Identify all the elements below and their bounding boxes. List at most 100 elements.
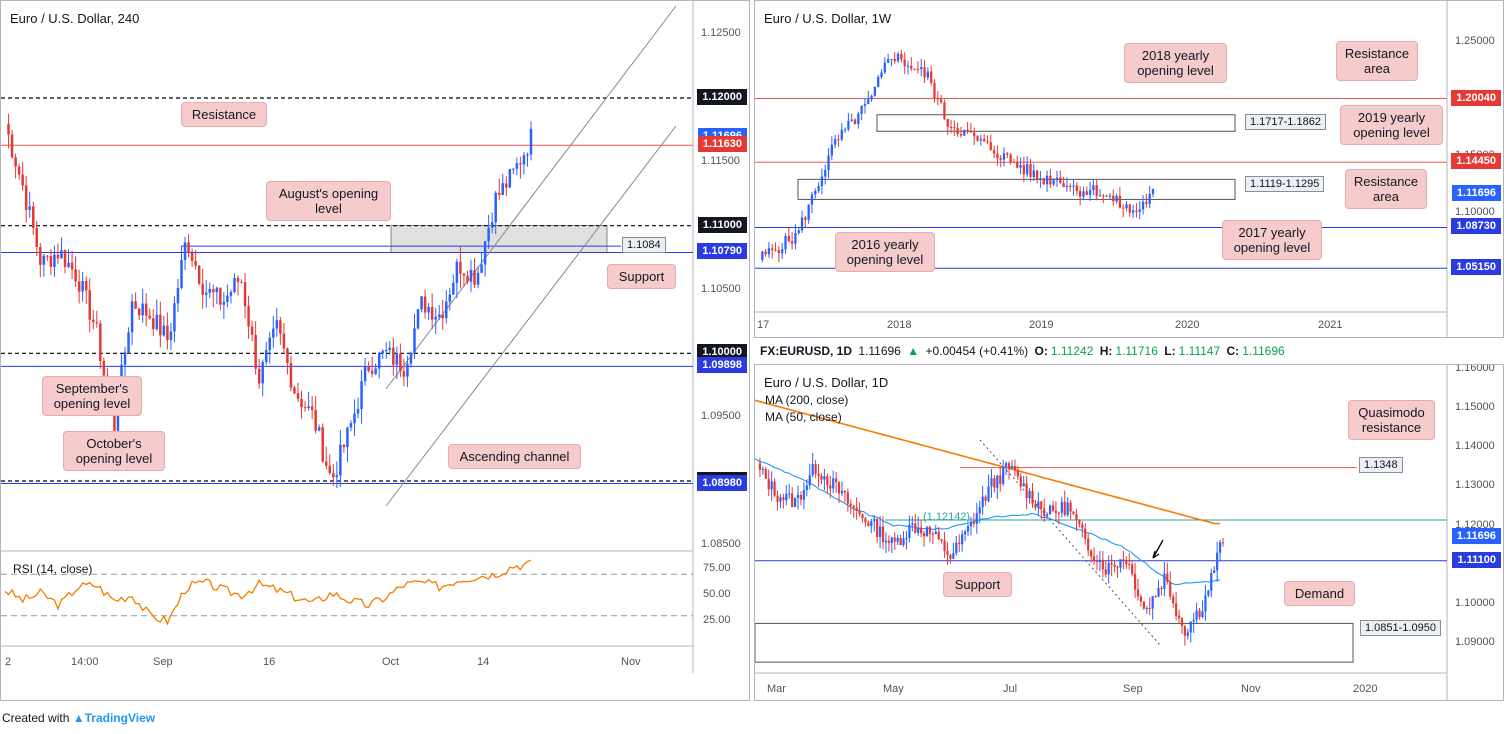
weekly-x-tick: 2020 [1175,319,1200,331]
daily-chart-canvas[interactable] [755,365,1504,701]
daily-candle [1098,559,1102,562]
weekly-candle [873,86,877,96]
weekly-candle [946,118,949,127]
h4-candle [526,154,529,156]
weekly-candle [1006,153,1009,155]
h4-y-tick: 1.10500 [701,282,741,295]
note-support: Support [607,264,676,289]
ohlc-change: +0.00454 (+0.41%) [925,344,1029,358]
tradingview-logo-icon[interactable]: ▲ [72,711,85,725]
h4-candle [127,332,130,353]
h4-candle [155,314,159,330]
h4-candle [423,296,427,313]
daily-candle [1128,564,1131,566]
weekly-candle [824,170,827,177]
weekly-candle [1098,195,1102,197]
weekly-candle [860,105,863,114]
rsi-y-tick: 75.00 [703,562,731,574]
h4-candle [483,241,487,265]
h4-candle [264,350,268,363]
weekly-candle [1151,189,1155,194]
daily-candle [1084,528,1087,539]
footer-brand[interactable]: TradingView [84,711,156,725]
daily-candle [1136,589,1140,597]
weekly-candle [1138,209,1141,212]
daily-candle [961,534,964,545]
weekly-y-tick: 1.10000 [1455,206,1495,218]
weekly-candle [1075,185,1078,192]
daily-candle [1090,550,1093,557]
h4-chart-panel[interactable]: Euro / U.S. Dollar, 240 1.1084 Resistanc… [0,0,750,701]
daily-candle [773,481,776,496]
daily-candle [1034,503,1037,508]
daily-candle [1148,608,1151,610]
weekly-candle [986,141,989,143]
daily-candle [823,476,826,480]
h4-candle [487,227,490,242]
weekly-candle [1019,165,1022,168]
daily-candle [1131,564,1134,574]
ma50-line [755,458,1221,586]
h4-candle [349,423,353,428]
daily-candle [1172,596,1175,604]
daily-candle [999,475,1002,484]
daily-candle [1180,618,1184,627]
h4-x-tick: 2 [5,656,12,668]
h4-candle [310,406,314,411]
daily-candle [1107,563,1110,575]
h4-candle [494,192,497,223]
daily-candle [861,514,864,519]
h4-candle [134,301,137,309]
daily-y-tick: 1.09000 [1455,636,1495,648]
note-2016-yearly: 2016 yearly opening level [835,232,935,272]
daily-candle [1110,563,1113,565]
daily-candle [1216,552,1219,571]
daily-candle [1151,596,1154,609]
daily-candle [1122,559,1125,562]
h4-candle [430,306,434,320]
h4-candle [328,465,332,474]
daily-candle [925,527,929,537]
h4-candle [307,406,310,408]
h4-candle [342,444,346,448]
daily-candle [887,540,890,543]
daily-candle [1213,570,1216,573]
weekly-candle [1112,195,1115,202]
h4-candle [434,316,437,320]
daily-candle [864,518,867,523]
h4-x-tick: Nov [621,656,641,668]
h4-candle [282,333,286,349]
h4-chart-canvas[interactable] [1,1,750,701]
h4-candle [99,323,102,361]
h4-candle [243,282,247,307]
ohlc-open: 1.11242 [1050,344,1094,358]
weekly-candle [939,99,943,103]
h4-candle [490,222,494,228]
weekly-candle [1002,153,1006,160]
daily-candle [1163,573,1166,589]
daily-candle [884,540,888,543]
h4-candle [148,315,151,319]
h4-price-label: 1.08980 [697,474,747,491]
h4-candle [176,287,180,304]
daily-x-tick: Sep [1123,683,1143,695]
demand-zone [755,622,1354,663]
daily-candle [843,490,847,493]
weekly-candle [807,204,810,220]
weekly-candle [827,155,830,171]
daily-chart-panel[interactable]: Euro / U.S. Dollar, 1D MA (200, close) M… [754,364,1504,701]
daily-candle [876,518,879,537]
weekly-candle [903,59,906,67]
weekly-chart-panel[interactable]: Euro / U.S. Dollar, 1W 1.1717-1.1862 1.1… [754,0,1504,338]
weekly-candle [880,72,883,78]
daily-candle [758,463,762,470]
h4-candle [448,294,452,302]
weekly-candle [1122,207,1125,209]
weekly-candle [814,190,817,195]
weekly-chart-title: Euro / U.S. Dollar, 1W [764,11,892,26]
h4-candle [353,413,356,424]
h4-candle [159,314,162,336]
h4-candle [141,303,144,316]
weekly-price-label: 1.11696 [1451,184,1501,201]
daily-y-tick: 1.14000 [1455,440,1495,453]
